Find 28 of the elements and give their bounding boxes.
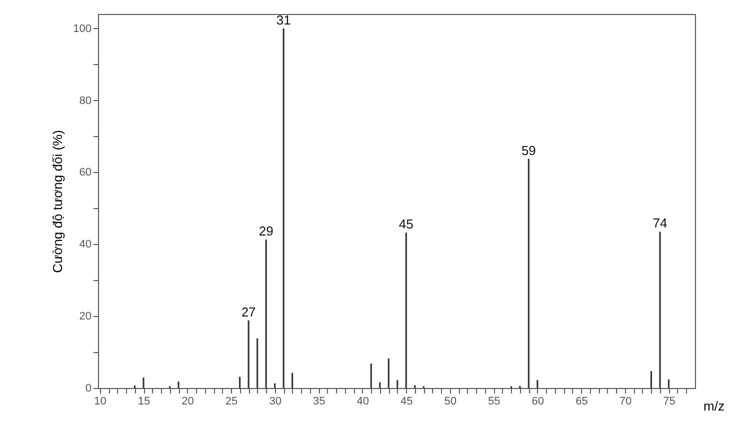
x-tick-label: 50 <box>444 396 457 408</box>
x-tick-label: 75 <box>663 396 676 408</box>
annotation: 59 <box>521 142 536 158</box>
x-tick-label: 10 <box>94 396 106 408</box>
x-tick-label: 65 <box>576 396 588 408</box>
annotation: 29 <box>258 223 274 238</box>
x-tick-label: 20 <box>182 396 194 408</box>
x-axis-title: m/z <box>704 398 724 414</box>
x-tick-label: 40 <box>356 396 369 408</box>
annotation: 27 <box>241 304 256 320</box>
y-tick-label: 80 <box>79 94 92 107</box>
y-tick-label: 20 <box>79 310 92 323</box>
y-tick-label: 60 <box>79 166 92 179</box>
x-tick-label: 15 <box>138 396 150 408</box>
x-tick-label: 30 <box>269 396 282 408</box>
annotation: 45 <box>398 216 414 232</box>
x-tick-label: 25 <box>225 396 238 408</box>
x-tick-label: 45 <box>400 396 413 408</box>
x-tick-label: 70 <box>619 396 632 408</box>
x-tick-label: 55 <box>488 396 500 408</box>
annotation: 31 <box>276 12 291 28</box>
annotation: 74 <box>652 216 668 231</box>
x-tick-label: 60 <box>532 396 544 408</box>
y-tick-label: 100 <box>73 22 92 35</box>
y-axis-title: Cường độ tương đối (%) <box>50 130 66 273</box>
y-tick-label: 0 <box>85 382 92 394</box>
y-tick-label: 40 <box>79 238 92 251</box>
x-tick-label: 35 <box>312 396 326 408</box>
